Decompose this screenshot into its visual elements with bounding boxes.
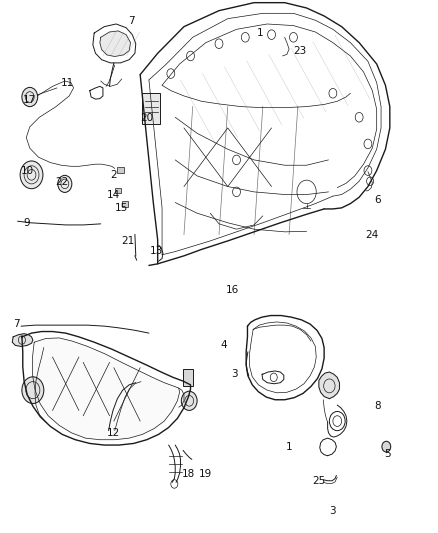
Text: 23: 23 [293, 46, 307, 55]
Text: 21: 21 [121, 236, 134, 246]
Text: 22: 22 [56, 177, 69, 187]
Circle shape [22, 377, 44, 403]
Text: 7: 7 [128, 17, 135, 26]
Polygon shape [12, 334, 33, 346]
Text: 10: 10 [21, 166, 34, 175]
Bar [117, 167, 124, 173]
Text: 14: 14 [106, 190, 120, 199]
Text: 5: 5 [384, 449, 391, 459]
Text: 18: 18 [182, 470, 195, 479]
FancyBboxPatch shape [142, 93, 160, 124]
Text: 13: 13 [150, 246, 163, 255]
Bar [122, 201, 128, 207]
Circle shape [382, 441, 391, 452]
Text: 15: 15 [115, 203, 128, 213]
Text: 4: 4 [220, 341, 227, 350]
Text: 1: 1 [286, 442, 293, 451]
Polygon shape [32, 338, 180, 440]
Circle shape [20, 161, 43, 189]
Text: 24: 24 [365, 230, 378, 239]
Polygon shape [319, 372, 339, 399]
Text: 2: 2 [110, 170, 117, 180]
Text: 8: 8 [374, 401, 381, 411]
Polygon shape [100, 31, 131, 56]
Circle shape [22, 87, 38, 107]
Circle shape [181, 391, 197, 410]
Text: 11: 11 [61, 78, 74, 87]
Text: 3: 3 [329, 506, 336, 515]
Text: 9: 9 [24, 218, 31, 228]
Text: 20: 20 [140, 114, 153, 123]
Text: 19: 19 [198, 470, 212, 479]
Circle shape [58, 175, 72, 192]
Text: 6: 6 [374, 196, 381, 205]
Text: 1: 1 [257, 28, 264, 38]
Bar [183, 369, 193, 386]
Text: 12: 12 [107, 428, 120, 438]
Text: 16: 16 [226, 285, 239, 295]
Text: 3: 3 [231, 369, 238, 379]
Text: 7: 7 [13, 319, 20, 329]
Text: 17: 17 [23, 95, 36, 105]
Bar [115, 188, 121, 193]
Text: 25: 25 [312, 476, 325, 486]
